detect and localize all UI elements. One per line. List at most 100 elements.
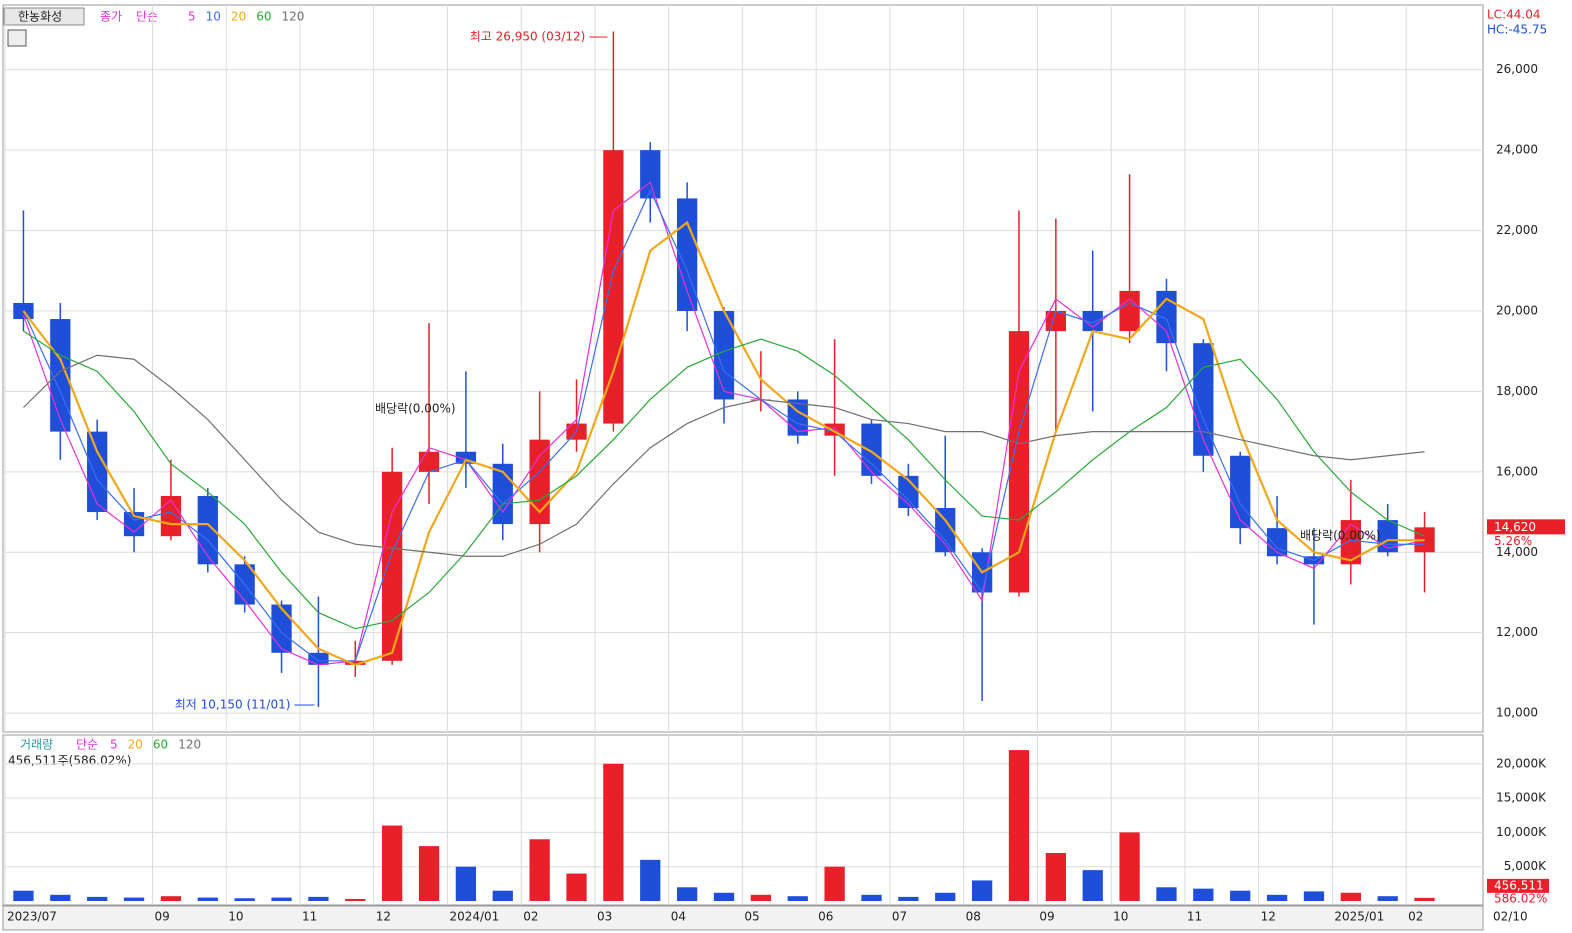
volume-title: 거래량 [20, 738, 53, 752]
x-tick-label: 07 [892, 910, 907, 924]
ma-line [22, 188, 1425, 662]
x-tick-label: 11 [302, 910, 317, 924]
y-tick-label: 12,000 [1496, 625, 1538, 639]
price-panel [2, 4, 1484, 733]
volume-bar [787, 896, 808, 901]
volume-bar [1082, 870, 1103, 901]
ma-line [22, 220, 1425, 667]
volume-bar [50, 894, 71, 901]
candle-body [308, 652, 329, 665]
volume-bar [1156, 887, 1177, 901]
volume-bar [1414, 897, 1435, 901]
x-axis [2, 905, 1484, 931]
x-tick-label: 09 [154, 910, 169, 924]
x-tick-label: 12 [1261, 910, 1276, 924]
x-tick-label: 12 [376, 910, 391, 924]
x-tick-label: 02 [523, 910, 538, 924]
y-tick-label: 10,000 [1496, 706, 1538, 720]
volume-method: 단순 [76, 738, 98, 752]
volume-bar [160, 896, 182, 901]
lc-label: LC:44.04 [1487, 8, 1540, 22]
volume-bar [640, 859, 661, 901]
x-tick-label: 2024/01 [449, 910, 499, 924]
x-tick-label: 2025/01 [1334, 910, 1384, 924]
volume-bar [1266, 894, 1288, 901]
volume-legend-entry: 20 [128, 738, 143, 752]
y-tick-label: 16,000 [1496, 464, 1538, 478]
dividend-annotation: 배당락(0.00%) [375, 402, 456, 416]
table-icon[interactable] [7, 29, 27, 47]
volume-bar [824, 866, 845, 901]
volume-bar [308, 896, 329, 901]
volume-bar [234, 898, 255, 901]
volume-tick-label: 15,000K [1496, 791, 1547, 805]
volume-legend-entry: 120 [178, 738, 201, 752]
volume-bar [898, 896, 919, 901]
volume-bar [861, 894, 882, 901]
x-tick-label: 08 [966, 910, 981, 924]
volume-bar [676, 887, 698, 901]
last-volume-box [1487, 878, 1549, 893]
x-tick-label: 09 [1039, 910, 1054, 924]
y-tick-label: 26,000 [1496, 62, 1538, 76]
last-price-box [1487, 519, 1565, 535]
volume-bar [1377, 896, 1398, 901]
dividend-annotation: 배당락(0.00%) [1300, 529, 1381, 543]
x-tick-label: 03 [597, 910, 612, 924]
candle-body [1193, 343, 1214, 456]
volume-bar [455, 866, 477, 901]
candle-body [271, 604, 292, 653]
high-annotation: 최고 26,950 (03/12) [470, 30, 586, 44]
y-tick-label: 24,000 [1496, 143, 1538, 157]
y-tick-label: 18,000 [1496, 384, 1538, 398]
candle-body [197, 495, 218, 565]
y-tick-label: 20,000 [1496, 303, 1538, 317]
volume-bar [492, 890, 513, 901]
x-tick-label: 10 [1113, 910, 1128, 924]
volume-summary: 456,511주(586.02%) [8, 754, 131, 768]
y-tick-label: 22,000 [1496, 223, 1538, 237]
legend-entry: 60 [256, 10, 271, 24]
ma-line [22, 181, 1425, 666]
volume-bar [1119, 832, 1140, 901]
x-tick-label: 04 [671, 910, 686, 924]
volume-bar [1045, 852, 1066, 901]
candle-body [935, 508, 956, 553]
x-tick-label: 2023/07 [7, 910, 57, 924]
volume-bar [750, 894, 772, 901]
volume-legend-entry: 60 [153, 738, 168, 752]
volume-bar [971, 880, 993, 901]
candle-body [1230, 455, 1251, 529]
last-volume-ratio: 586.02% [1494, 891, 1547, 905]
x-tick-label: 11 [1187, 910, 1202, 924]
low-annotation: 최저 10,150 (11/01) [175, 698, 291, 712]
candle-body [382, 471, 403, 661]
volume-bar [1193, 888, 1214, 901]
volume-bar [382, 825, 403, 901]
volume-bar [197, 897, 218, 901]
price-kind: 종가 [100, 10, 122, 24]
candle-body [1008, 331, 1030, 593]
ma-line [23, 354, 1425, 557]
last-change: 5.26% [1494, 534, 1532, 548]
ma-line [23, 330, 1425, 630]
volume-bar [713, 892, 735, 901]
volume-bar [1008, 750, 1030, 901]
candle-body [345, 660, 366, 665]
legend-entry: 20 [231, 10, 246, 24]
candle-body [160, 495, 182, 537]
volume-bar [271, 897, 292, 901]
last-volume: 456,511 [1494, 878, 1544, 892]
x-tick-label: 10 [228, 910, 243, 924]
volume-bar [123, 897, 145, 901]
stock-button[interactable] [3, 7, 85, 26]
volume-bar [529, 839, 550, 901]
volume-bar [603, 763, 624, 901]
candle-body [87, 431, 108, 513]
volume-bar [345, 898, 366, 901]
volume-bar [1303, 891, 1325, 901]
candle-body [418, 451, 440, 472]
volume-bar [13, 890, 34, 901]
